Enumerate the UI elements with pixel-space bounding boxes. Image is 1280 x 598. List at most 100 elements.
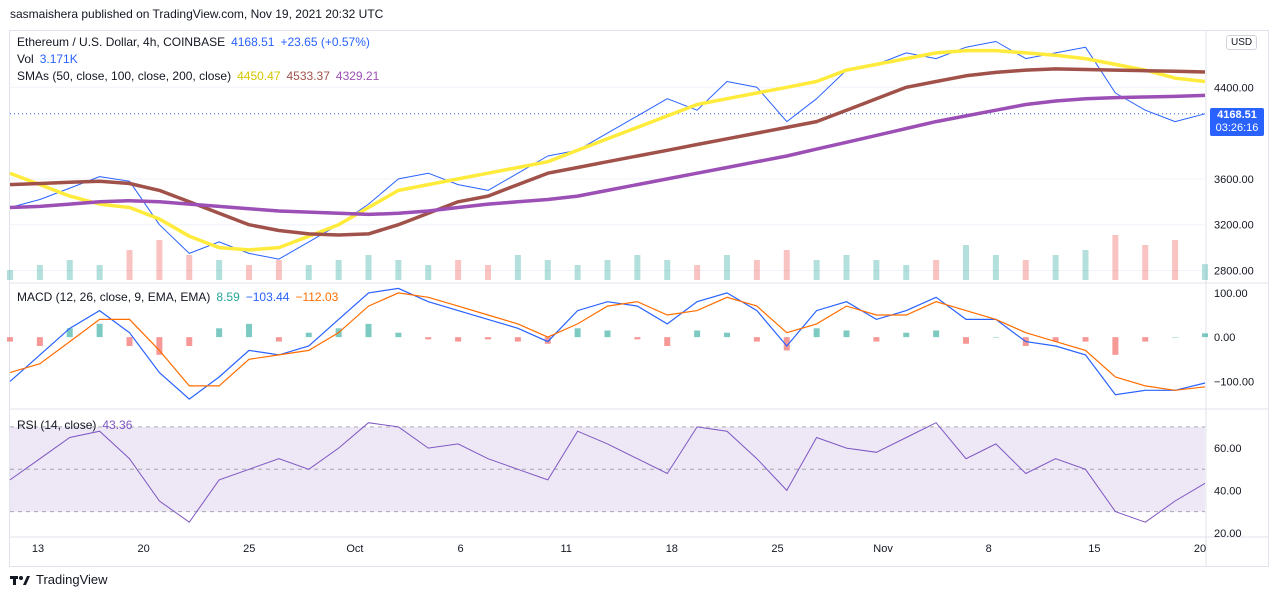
volume-bar bbox=[813, 260, 820, 280]
macd-hist-bar bbox=[485, 337, 491, 340]
volume-bar bbox=[246, 265, 252, 280]
macd-tick-label: 0.00 bbox=[1214, 332, 1235, 344]
macd-hist-bar bbox=[66, 328, 73, 338]
volume-bar bbox=[1082, 250, 1089, 280]
volume-bar bbox=[36, 265, 43, 280]
volume-bar bbox=[783, 250, 790, 280]
price-tick-label: 3600.00 bbox=[1214, 174, 1254, 186]
macd-hist-bar bbox=[126, 337, 133, 346]
volume-legend[interactable]: Vol 3.171K bbox=[17, 52, 84, 66]
time-tick-label: 20 bbox=[138, 543, 150, 555]
volume-bar bbox=[933, 260, 940, 280]
macd-hist-bar bbox=[7, 337, 13, 342]
macd-hist-bar bbox=[604, 330, 611, 338]
publish-info: sasmaishera published on TradingView.com… bbox=[10, 7, 384, 21]
macd-hist-bar bbox=[724, 332, 730, 338]
volume-bar bbox=[514, 255, 521, 280]
rsi-legend[interactable]: RSI (14, close) 43.36 bbox=[17, 418, 138, 432]
time-tick-label: Nov bbox=[873, 543, 893, 555]
sma-legend[interactable]: SMAs (50, close, 100, close, 200, close)… bbox=[17, 69, 385, 83]
macd-hist-bar bbox=[275, 337, 282, 342]
volume-bar bbox=[365, 255, 372, 280]
macd-hist-bar bbox=[903, 332, 910, 338]
macd-hist-bar bbox=[455, 337, 462, 342]
volume-bar bbox=[1022, 260, 1029, 280]
volume-bar bbox=[126, 250, 133, 280]
time-tick-label: 8 bbox=[986, 543, 992, 555]
volume-bar bbox=[664, 260, 671, 280]
volume-bar bbox=[843, 255, 850, 280]
macd-hist-bar bbox=[514, 337, 521, 342]
symbol-legend[interactable]: Ethereum / U.S. Dollar, 4h, COINBASE 4168… bbox=[17, 35, 376, 49]
volume-bar bbox=[604, 260, 611, 280]
volume-bar bbox=[66, 260, 73, 280]
last-price: 4168.51 bbox=[231, 35, 275, 49]
macd-tick-label: −100.00 bbox=[1214, 376, 1254, 388]
volume-bar bbox=[275, 260, 282, 280]
macd-hist-bar bbox=[574, 328, 581, 338]
macd-hist-value: 8.59 bbox=[216, 290, 240, 304]
macd-hist-bar bbox=[933, 330, 940, 338]
time-tick-label: 6 bbox=[457, 543, 463, 555]
macd-hist-bar bbox=[992, 337, 999, 338]
macd-hist-bar bbox=[1172, 337, 1179, 338]
volume-bar bbox=[903, 265, 910, 280]
currency-button[interactable]: USD bbox=[1226, 35, 1258, 50]
macd-signal-value: −112.03 bbox=[295, 290, 339, 304]
macd-hist-bar bbox=[36, 337, 43, 346]
symbol-title: Ethereum / U.S. Dollar, 4h, COINBASE bbox=[17, 35, 226, 49]
macd-hist-bar bbox=[186, 337, 193, 346]
volume-bar bbox=[425, 265, 432, 280]
volume-bar bbox=[395, 260, 402, 280]
volume-bar bbox=[305, 265, 312, 280]
macd-hist-bar bbox=[1142, 337, 1149, 342]
sma100-value: 4533.37 bbox=[286, 69, 330, 83]
sma50-value: 4450.47 bbox=[237, 69, 281, 83]
macd-line-value: −103.44 bbox=[245, 290, 290, 304]
macd-legend[interactable]: MACD (12, 26, close, 9, EMA, EMA) 8.59 −10… bbox=[17, 290, 344, 304]
volume-value: 3.171K bbox=[39, 52, 78, 66]
rsi-tick-label: 40.00 bbox=[1214, 485, 1242, 497]
macd-hist-bar bbox=[753, 337, 760, 342]
chart-frame[interactable] bbox=[9, 30, 1269, 567]
rsi-tick-label: 20.00 bbox=[1214, 528, 1242, 540]
volume-bar bbox=[96, 265, 103, 280]
volume-bar bbox=[216, 260, 223, 280]
macd-hist-bar bbox=[873, 337, 880, 342]
volume-bar bbox=[544, 260, 551, 280]
macd-hist-bar bbox=[305, 332, 312, 338]
macd-hist-bar bbox=[395, 332, 402, 338]
macd-hist-bar bbox=[425, 337, 432, 340]
macd-hist-bar bbox=[664, 337, 671, 346]
macd-hist-bar bbox=[544, 337, 551, 344]
time-tick-label: 15 bbox=[1088, 543, 1100, 555]
volume-bar bbox=[156, 240, 163, 280]
volume-bar bbox=[873, 260, 880, 280]
time-tick-label: 25 bbox=[771, 543, 783, 555]
rsi-tick-label: 60.00 bbox=[1214, 443, 1242, 455]
volume-bar bbox=[1142, 245, 1149, 280]
time-tick-label: 13 bbox=[32, 543, 44, 555]
macd-hist-bar bbox=[963, 337, 969, 344]
macd-line bbox=[9, 287, 1206, 400]
price-tick-label: 2800.00 bbox=[1214, 266, 1254, 278]
sma50-line bbox=[9, 48, 1206, 252]
volume-bar bbox=[992, 255, 999, 280]
sma200-line bbox=[9, 93, 1206, 217]
macd-hist-bar bbox=[813, 328, 820, 338]
sma100-line bbox=[9, 67, 1206, 237]
macd-hist-bar bbox=[96, 323, 103, 338]
macd-hist-bar bbox=[1082, 337, 1089, 342]
volume-bar bbox=[335, 260, 342, 280]
time-tick-label: Oct bbox=[346, 543, 363, 555]
time-tick-label: 20 bbox=[1194, 543, 1206, 555]
price-tick-label: 4400.00 bbox=[1214, 82, 1254, 94]
macd-hist-bar bbox=[1202, 333, 1208, 338]
macd-hist-bar bbox=[156, 337, 163, 355]
tradingview-footer[interactable]: TradingView bbox=[10, 572, 108, 587]
rsi-label: RSI (14, close) bbox=[17, 418, 97, 432]
price-tag-value: 4168.51 bbox=[1217, 109, 1257, 121]
time-tick-label: 25 bbox=[243, 543, 255, 555]
macd-hist-bar bbox=[1052, 337, 1059, 342]
